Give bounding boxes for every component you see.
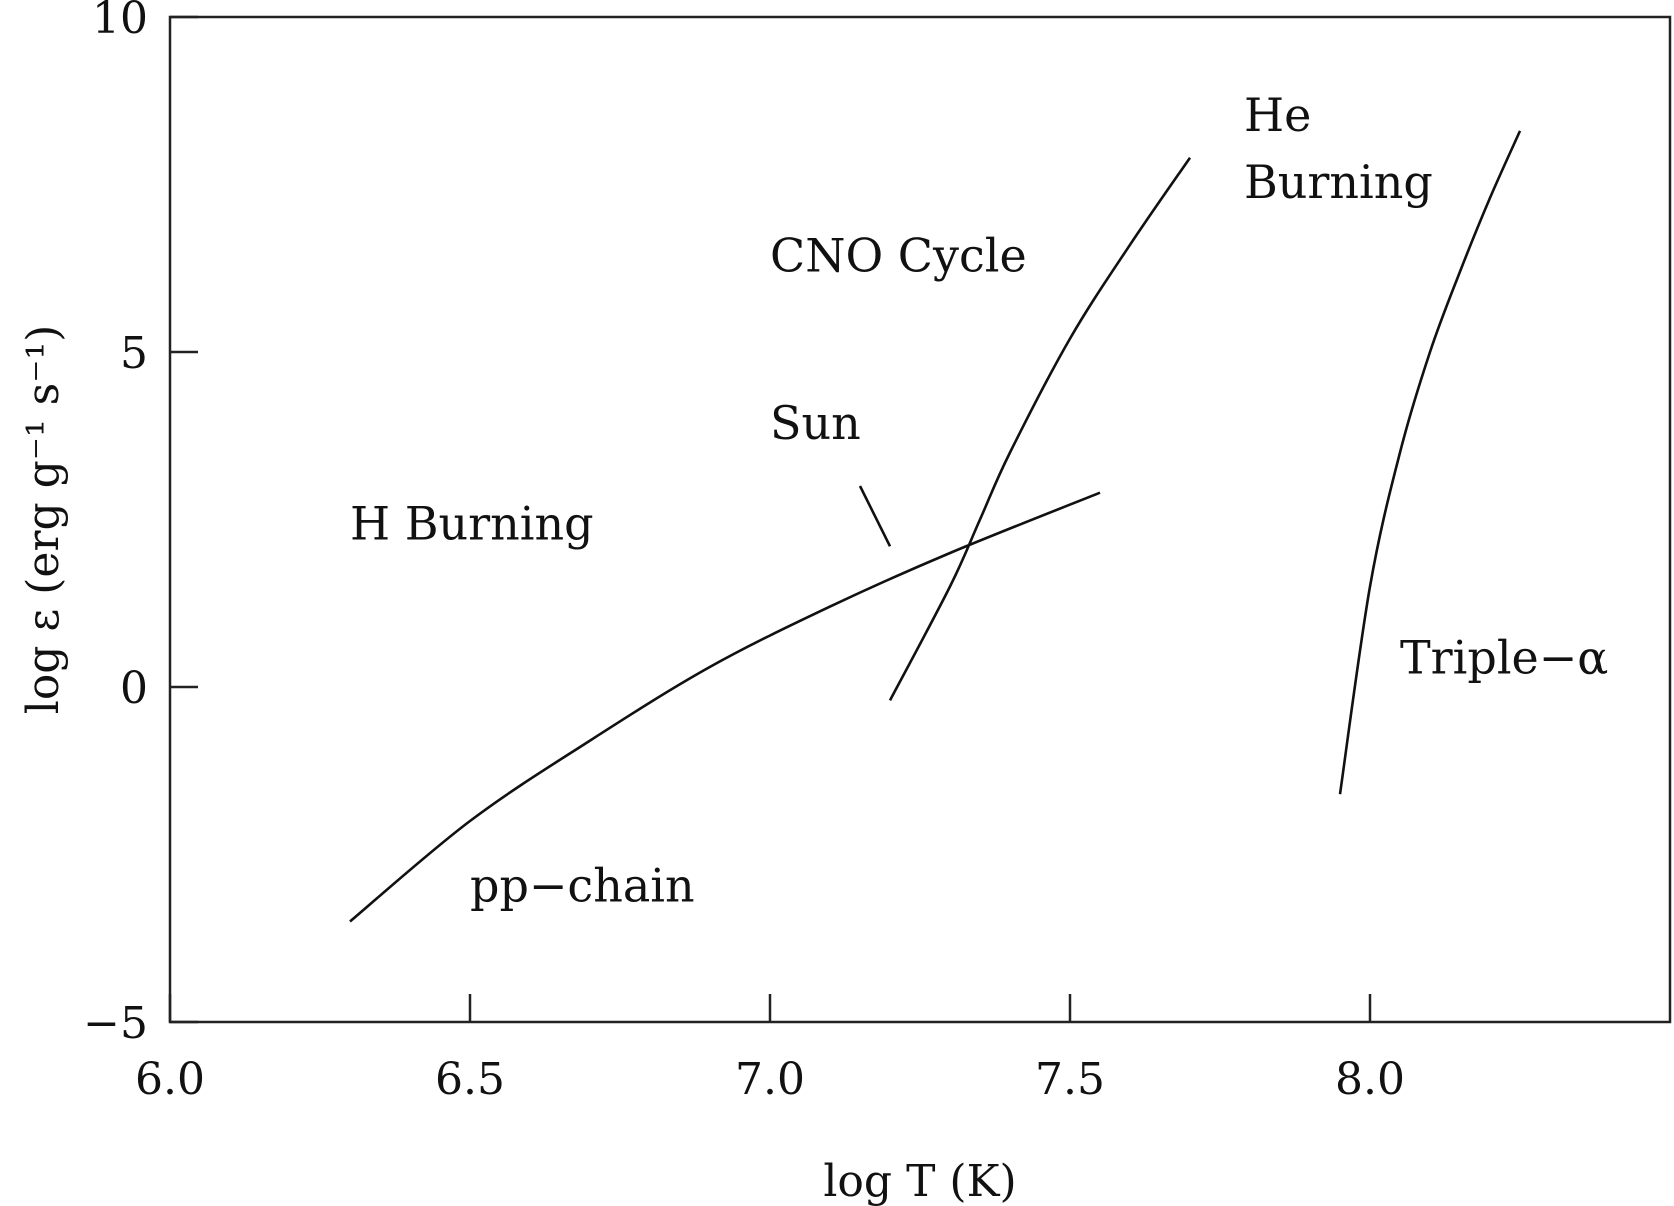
sun-label: Sun [770, 396, 861, 450]
x-tick-label: 6.5 [435, 1054, 505, 1105]
y-tick-label: 5 [120, 328, 148, 379]
he-burning-2-label: Burning [1244, 155, 1433, 209]
y-axis-label: log ε (erg g⁻¹ s⁻¹) [18, 325, 69, 715]
x-tick-label: 6.0 [135, 1054, 205, 1105]
axes: 6.0 6.5 7.0 7.5 8.0 10 5 0 −5 [83, 0, 1672, 1105]
plot-frame [168, 15, 1672, 1024]
triple-alpha-curve [1338, 130, 1522, 795]
y-tick-label: 10 [92, 0, 148, 44]
sun-pointer-line [858, 485, 892, 547]
x-tick-label: 7.5 [1035, 1054, 1105, 1105]
cno-cycle-label: CNO Cycle [770, 229, 1027, 283]
triple-alpha-label: Triple−α [1400, 631, 1608, 685]
pp-chain-label: pp−chain [470, 858, 695, 912]
x-axis-label: log T (K) [823, 1156, 1016, 1206]
curves [349, 130, 1522, 923]
y-tick-label: 0 [120, 663, 148, 714]
x-tick-label: 7.0 [735, 1054, 805, 1105]
cno-cycle-curve [888, 156, 1192, 702]
y-tick-label: −5 [83, 998, 148, 1049]
pp-chain-curve [349, 491, 1101, 923]
h-burning-label: H Burning [350, 497, 594, 551]
he-burning-1-label: He [1244, 88, 1311, 142]
annotations: He Burning CNO Cycle Sun H Burning pp−chain Tr… [350, 88, 1608, 913]
x-tick-label: 8.0 [1335, 1054, 1405, 1105]
